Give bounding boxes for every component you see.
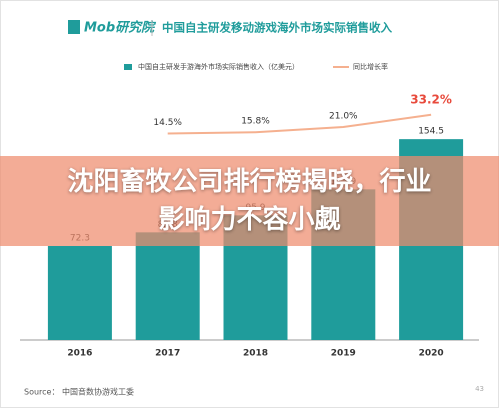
chart-title: 中国自主研发移动游戏海外市场实际销售收入: [162, 21, 392, 35]
x-tick-label: 2017: [155, 349, 180, 359]
line-value-label: 21.0%: [329, 112, 358, 122]
bar: [47, 246, 112, 340]
x-tick-label: 2020: [419, 349, 444, 359]
page-number: 43: [475, 385, 484, 393]
growth-line: [167, 113, 432, 135]
source: Source： 中国音数协游戏工委: [24, 387, 134, 397]
bar: [135, 232, 200, 340]
line-value-label: 14.5%: [153, 118, 182, 128]
x-tick-label: 2019: [331, 349, 356, 359]
legend-swatch: [124, 64, 132, 70]
legend-label: 同比增长率: [353, 62, 388, 71]
logo: Mob研究院: [84, 20, 157, 36]
bar-value-label: 154.5: [418, 127, 444, 137]
x-tick-label: 2018: [243, 349, 268, 359]
legend-label: 中国自主研发手游海外市场实际销售收入（亿美元）: [138, 62, 299, 71]
line-value-label: 33.2%: [410, 92, 452, 106]
banner-text: 沈阳畜牧公司排行榜揭晓，行业影响力不容小觑: [67, 167, 432, 235]
banner: 沈阳畜牧公司排行榜揭晓，行业影响力不容小觑: [0, 156, 499, 246]
logo-icon: [68, 20, 80, 34]
x-tick-label: 2016: [67, 349, 92, 359]
line-value-label: 15.8%: [241, 117, 270, 127]
